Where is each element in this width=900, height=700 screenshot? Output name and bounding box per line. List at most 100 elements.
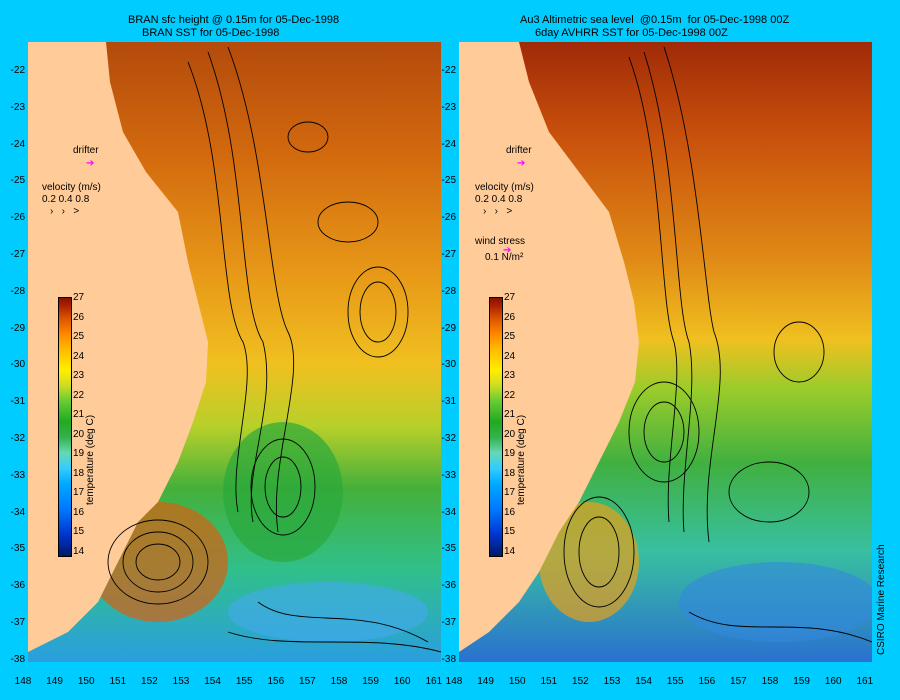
right-lon-label: 151 (540, 676, 558, 687)
right-lat-label: -27 (441, 249, 456, 260)
left-colorbar-title: temperature (deg C) (85, 414, 96, 505)
right-drifter-label: drifter (506, 145, 532, 156)
right-lon-label: 158 (761, 676, 779, 687)
left-colorbar (58, 297, 72, 557)
left-drifter-arrow-icon: ➔ (86, 158, 95, 169)
left-colorbar-tick: 23 (73, 370, 85, 381)
right-lon-label: 159 (793, 676, 810, 687)
left-lon-label: 148 (14, 676, 32, 687)
right-lat-label: -37 (441, 617, 456, 628)
right-lat-label: -38 (441, 653, 456, 665)
right-lon-label: 149 (477, 676, 494, 687)
left-colorbar-tick: 20 (73, 428, 85, 440)
left-lat-label: -29 (10, 322, 25, 334)
left-colorbar-tick: 25 (73, 331, 85, 342)
right-velocity-scale: 0.2 0.4 0.8 (475, 194, 523, 205)
right-wind-scale: 0.1 N/m² (485, 252, 524, 263)
right-colorbar-tick: 18 (504, 467, 516, 479)
left-lon-label: 160 (393, 676, 411, 687)
left-lat-label: -32 (10, 433, 25, 444)
right-map-canvas (459, 42, 872, 662)
right-lon-label: 153 (603, 676, 621, 687)
right-lon-label: 157 (730, 676, 747, 687)
left-lat-label: -31 (10, 396, 25, 408)
right-colorbar-tick: 15 (504, 526, 516, 537)
left-lon-label: 156 (267, 676, 285, 687)
left-lat-label: -23 (10, 101, 25, 113)
right-colorbar (489, 297, 503, 557)
right-wind-arrow-icon: ➔ (503, 245, 512, 256)
left-lon-label: 155 (235, 676, 253, 687)
right-lat-label: -35 (441, 543, 456, 555)
left-lon-label: 150 (77, 676, 95, 687)
left-title-line2: BRAN SST for 05-Dec-1998 (142, 27, 280, 39)
right-colorbar-tick: 20 (504, 428, 516, 440)
right-colorbar-title: temperature (deg C) (516, 414, 527, 505)
right-lon-label: 154 (635, 676, 652, 687)
right-colorbar-tick: 23 (504, 370, 516, 381)
left-lat-label: -33 (10, 469, 25, 481)
left-lat-label: -30 (10, 359, 25, 371)
right-lon-label: 148 (445, 676, 463, 687)
left-colorbar-tick: 21 (73, 409, 85, 420)
right-wind-label: wind stress (475, 236, 526, 247)
right-colorbar-tick: 14 (504, 545, 516, 557)
left-map: drifter ➔ velocity (m/s) 0.2 0.4 0.8 › ›… (28, 42, 441, 662)
right-map: drifter ➔ velocity (m/s) 0.2 0.4 0.8 › ›… (459, 42, 872, 662)
left-lon-label: 153 (172, 676, 190, 687)
right-velocity-label: velocity (m/s) (475, 182, 534, 193)
right-lat-label: -23 (441, 101, 456, 113)
left-lon-label: 157 (299, 676, 316, 687)
left-lon-label: 158 (330, 676, 348, 687)
right-lon-label: 156 (698, 676, 716, 687)
left-lat-label: -28 (10, 285, 25, 297)
right-lat-label: -26 (441, 212, 456, 224)
right-colorbar-tick: 19 (504, 448, 516, 459)
right-lat-label: -31 (441, 396, 456, 408)
right-lat-label: -24 (441, 138, 456, 150)
left-lat-label: -35 (10, 543, 25, 555)
left-lon-label: 161 (425, 676, 443, 687)
left-colorbar-tick: 19 (73, 448, 85, 459)
left-velocity-arrows-icon: › › > (50, 206, 80, 217)
left-lat-label: -36 (10, 580, 25, 592)
left-lon-label: 151 (109, 676, 127, 687)
left-colorbar-tick: 24 (73, 350, 85, 362)
right-colorbar-tick: 16 (504, 506, 516, 518)
left-lon-label: 152 (141, 676, 158, 687)
right-lat-label: -29 (441, 322, 456, 334)
right-lat-label: -36 (441, 580, 456, 592)
left-lat-label: -38 (10, 653, 25, 665)
left-lat-label: -27 (10, 249, 25, 260)
right-colorbar-tick: 26 (504, 311, 516, 323)
right-colorbar-tick: 22 (504, 389, 516, 401)
left-lon-label: 149 (46, 676, 63, 687)
right-lat-label: -33 (441, 469, 456, 481)
left-lat-label: -22 (10, 65, 25, 76)
right-velocity-arrows-icon: › › > (483, 206, 513, 217)
left-lat-label: -25 (10, 175, 25, 187)
left-velocity-scale: 0.2 0.4 0.8 (42, 194, 90, 205)
left-colorbar-tick: 14 (73, 545, 85, 557)
left-colorbar-tick: 16 (73, 506, 85, 518)
right-lat-label: -30 (441, 359, 456, 371)
right-lat-label: -34 (441, 506, 456, 518)
right-colorbar-tick: 25 (504, 331, 516, 342)
left-lat-label: -26 (10, 212, 25, 224)
right-drifter-arrow-icon: ➔ (517, 158, 526, 169)
right-lat-label: -22 (441, 65, 456, 76)
right-lon-label: 161 (856, 676, 874, 687)
credit-label: CSIRO Marine Research (876, 544, 887, 655)
right-lon-label: 160 (824, 676, 842, 687)
right-lon-label: 155 (666, 676, 684, 687)
right-title-line2: 6day AVHRR SST for 05-Dec-1998 00Z (535, 27, 728, 39)
left-title-line1: BRAN sfc height @ 0.15m for 05-Dec-1998 (128, 14, 340, 26)
left-lat-label: -37 (10, 617, 25, 628)
left-velocity-label: velocity (m/s) (42, 182, 101, 193)
left-lon-label: 159 (362, 676, 379, 687)
left-colorbar-tick: 15 (73, 526, 85, 537)
left-lat-label: -24 (10, 138, 25, 150)
right-title-line1: Au3 Altimetric sea level @0.15m for 05-D… (520, 14, 790, 26)
left-map-canvas (28, 42, 441, 662)
left-colorbar-tick: 22 (73, 389, 85, 401)
